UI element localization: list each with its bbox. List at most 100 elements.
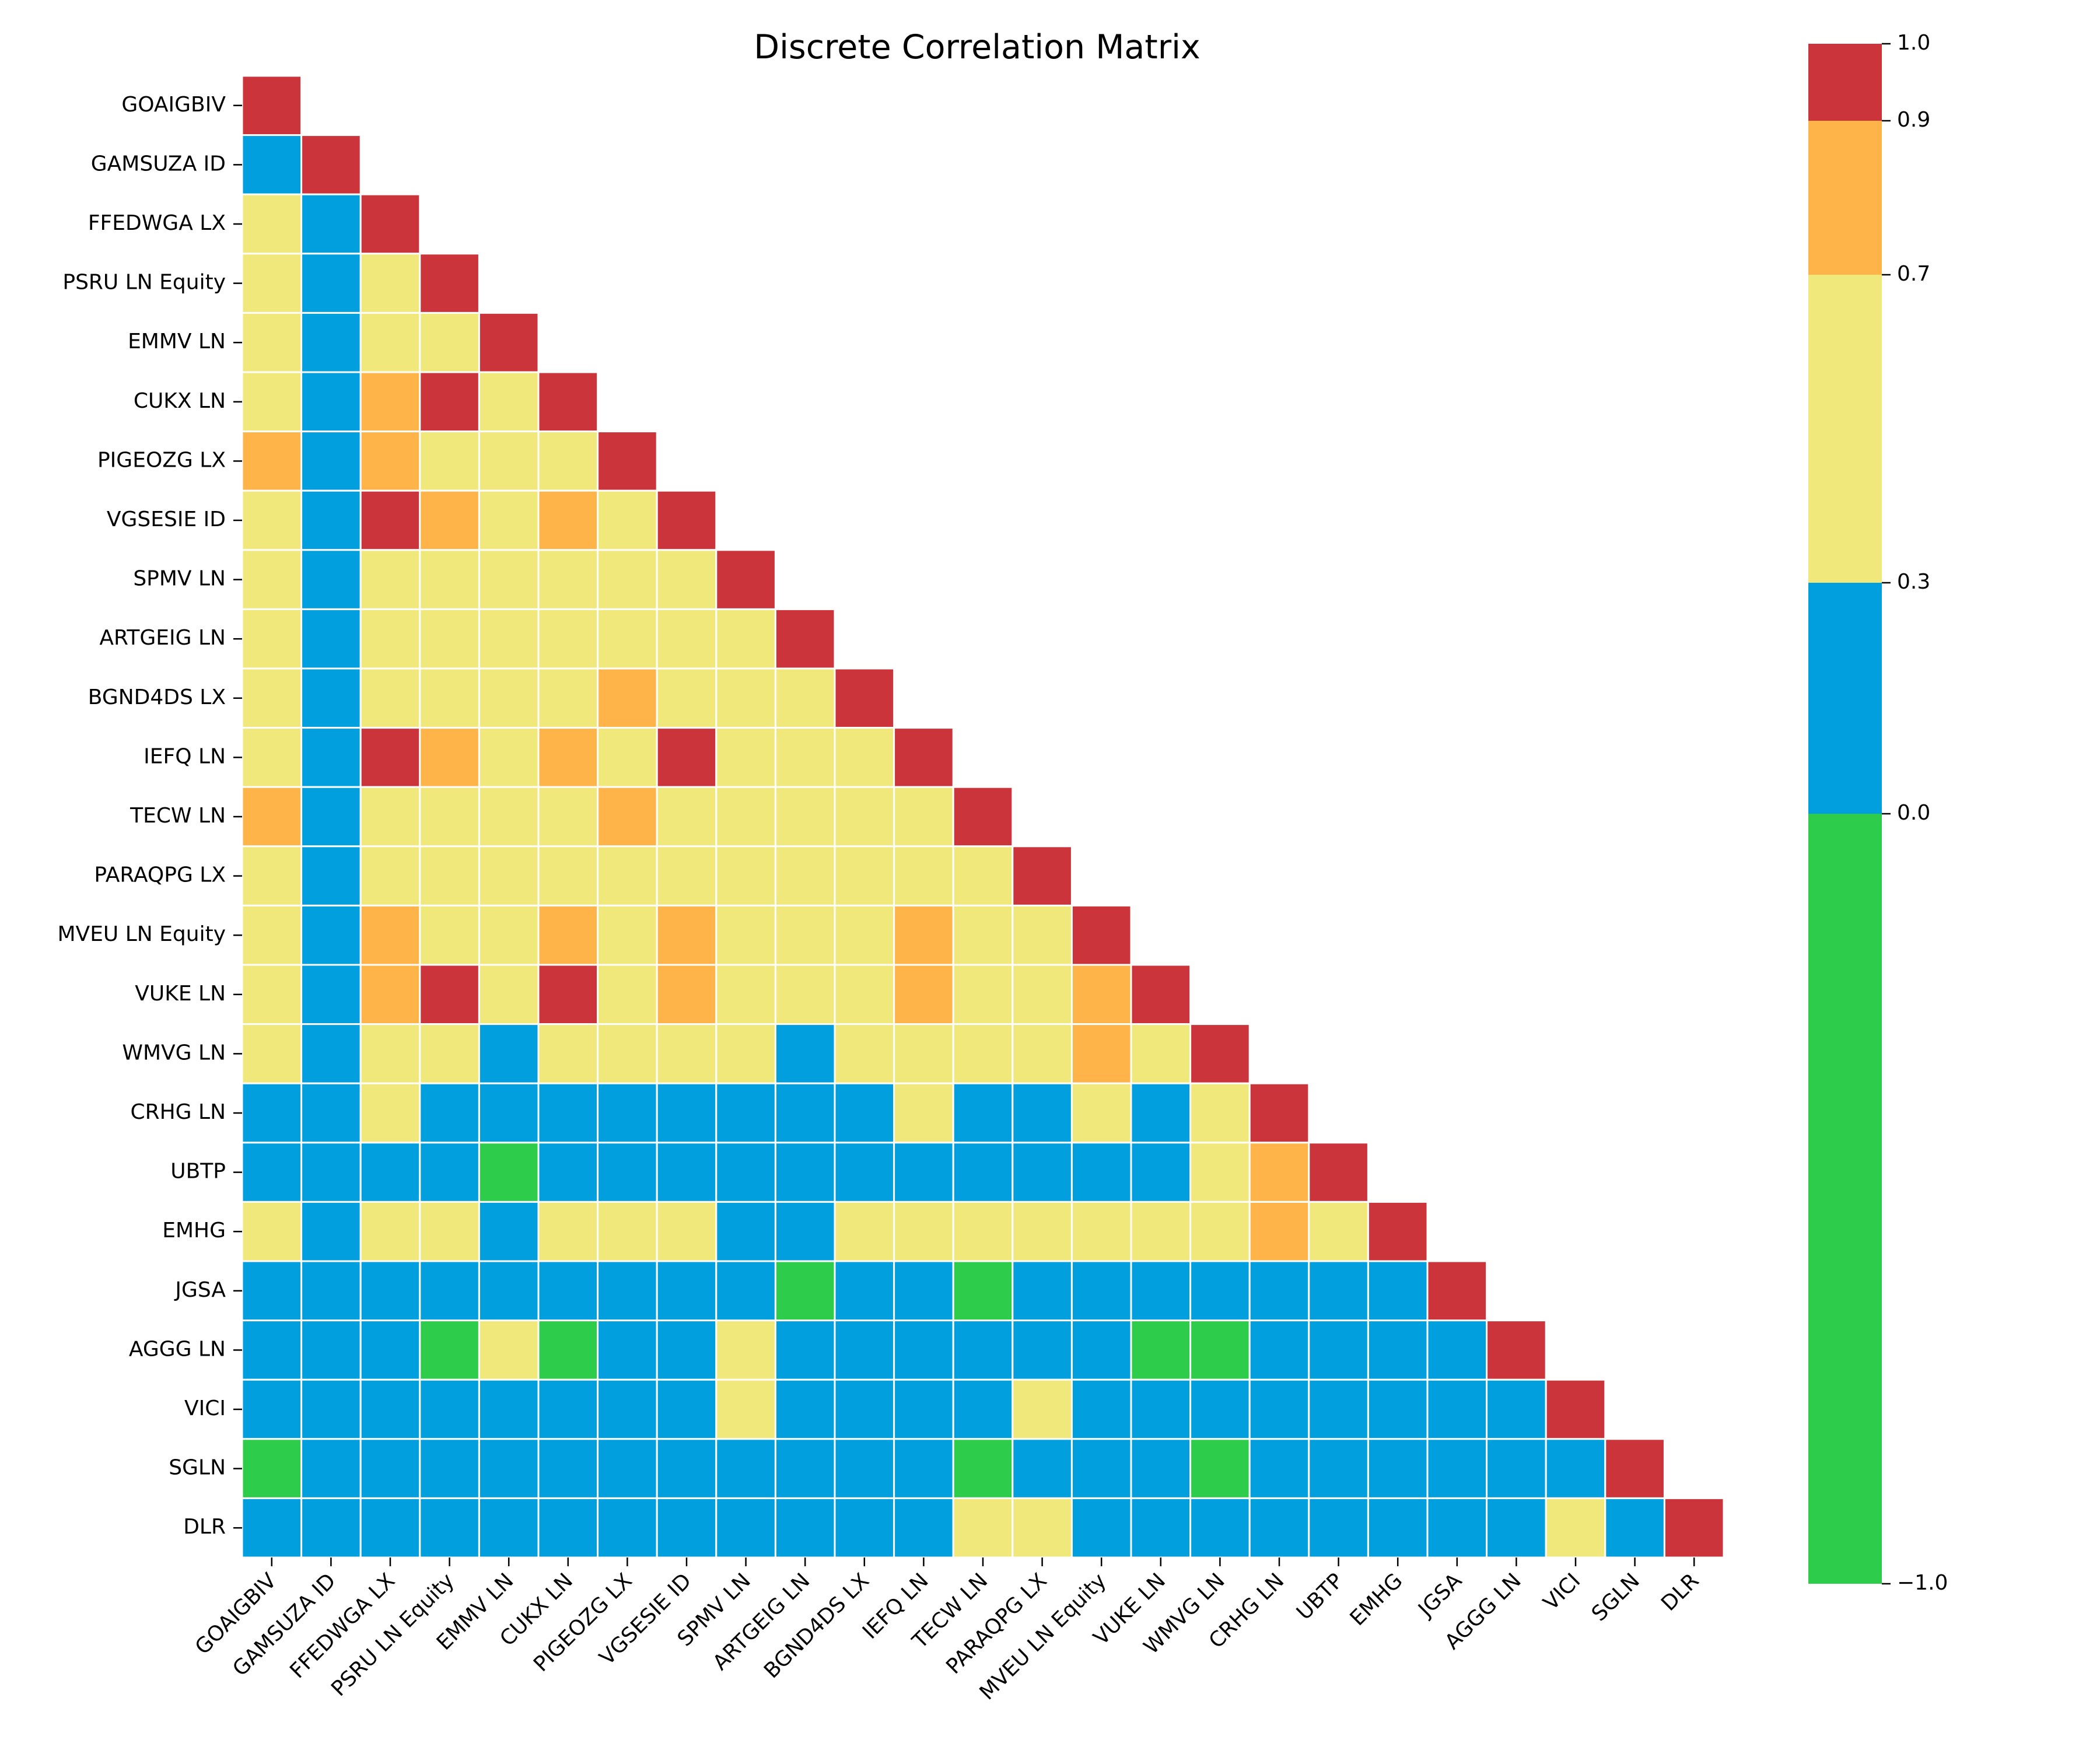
heatmap-cell xyxy=(715,1200,776,1262)
heatmap-cell xyxy=(1308,1142,1369,1203)
heatmap-cell xyxy=(241,1082,303,1144)
heatmap-cell xyxy=(893,1023,954,1084)
heatmap-cell xyxy=(774,1378,836,1440)
heatmap-cell xyxy=(656,608,718,670)
heatmap-cell xyxy=(300,1378,362,1440)
heatmap-cell xyxy=(952,904,1014,966)
heatmap-cell xyxy=(419,253,480,314)
heatmap-cell xyxy=(1189,1438,1251,1499)
heatmap-cell xyxy=(537,1438,599,1499)
heatmap-cell xyxy=(1367,1438,1429,1499)
heatmap-cell xyxy=(300,253,362,314)
heatmap-cell xyxy=(893,1142,954,1203)
heatmap-cell xyxy=(300,1023,362,1084)
heatmap-cell xyxy=(537,845,599,907)
heatmap-cell xyxy=(1248,1438,1310,1499)
heatmap-cell xyxy=(300,727,362,788)
y-tick-label: VICI xyxy=(184,1396,226,1420)
heatmap-cell xyxy=(1426,1260,1488,1322)
heatmap-cell xyxy=(537,1142,599,1203)
heatmap-cell xyxy=(1189,1142,1251,1203)
heatmap-cell xyxy=(478,1320,540,1381)
heatmap-cell xyxy=(715,1082,776,1144)
heatmap-cell xyxy=(1130,964,1192,1026)
x-tick-label: FFEDWGA LX xyxy=(285,1569,400,1683)
heatmap-cell xyxy=(1012,1200,1073,1262)
heatmap-cell xyxy=(359,253,421,314)
heatmap-cell xyxy=(537,608,599,670)
colorbar: −1.0 0.0 0.3 0.7 0.9 1.0 xyxy=(1808,31,1948,1595)
heatmap-cell xyxy=(478,608,540,670)
heatmap-cell xyxy=(419,727,480,788)
heatmap-cell xyxy=(1248,1200,1310,1262)
heatmap-cell xyxy=(893,1082,954,1144)
heatmap-cell xyxy=(1308,1260,1369,1322)
heatmap-cell xyxy=(1367,1200,1429,1262)
heatmap-cell xyxy=(419,312,480,373)
heatmap-cell xyxy=(359,845,421,907)
heatmap-cell xyxy=(1248,1497,1310,1559)
heatmap-cell xyxy=(715,1438,776,1499)
heatmap-cell xyxy=(1189,1023,1251,1084)
heatmap-cell xyxy=(1012,1023,1073,1084)
heatmap-cell xyxy=(834,1438,895,1499)
heatmap-cell xyxy=(300,964,362,1026)
heatmap-cell xyxy=(1130,1023,1192,1084)
heatmap-cell xyxy=(359,312,421,373)
heatmap-cell xyxy=(656,549,718,610)
heatmap-cell xyxy=(1189,1082,1251,1144)
y-tick-label: BGND4DS LX xyxy=(88,685,226,709)
heatmap-cell xyxy=(478,1200,540,1262)
heatmap-cell xyxy=(597,1023,658,1084)
heatmap-cell xyxy=(834,1023,895,1084)
colorbar-segment xyxy=(1808,814,1882,1584)
heatmap-cell xyxy=(300,904,362,966)
heatmap-cell xyxy=(241,845,303,907)
heatmap-cell xyxy=(656,845,718,907)
heatmap-cell xyxy=(656,1142,718,1203)
heatmap-cell xyxy=(774,727,836,788)
heatmap-cell xyxy=(478,1023,540,1084)
heatmap-cell xyxy=(834,786,895,848)
heatmap-cell xyxy=(834,904,895,966)
heatmap-cell xyxy=(656,1438,718,1499)
heatmap-cell xyxy=(834,1082,895,1144)
heatmap-cell xyxy=(537,1082,599,1144)
heatmap-cell xyxy=(300,1438,362,1499)
heatmap-cell xyxy=(241,964,303,1026)
heatmap-cell xyxy=(597,1438,658,1499)
heatmap-cell xyxy=(656,727,718,788)
x-tick-label: VICI xyxy=(1539,1569,1585,1615)
heatmap-cell xyxy=(419,964,480,1026)
heatmap-cell xyxy=(893,1497,954,1559)
heatmap-cell xyxy=(656,1320,718,1381)
heatmap-cell xyxy=(774,1023,836,1084)
heatmap-cell xyxy=(300,786,362,848)
x-tick-label: GAMSUZA ID xyxy=(228,1569,340,1681)
heatmap-cell xyxy=(478,489,540,551)
x-tick-label: SGLN xyxy=(1587,1569,1644,1626)
heatmap-cell xyxy=(359,964,421,1026)
heatmap-cell xyxy=(715,1260,776,1322)
heatmap-cell xyxy=(537,1320,599,1381)
heatmap-cell xyxy=(893,1438,954,1499)
heatmap-cell xyxy=(1070,1260,1132,1322)
y-tick-label: UBTP xyxy=(170,1160,226,1184)
heatmap-cell xyxy=(715,1497,776,1559)
heatmap-cell xyxy=(300,1200,362,1262)
heatmap-cell xyxy=(537,727,599,788)
heatmap-cell xyxy=(478,667,540,729)
heatmap-cell xyxy=(1367,1497,1429,1559)
heatmap-cell xyxy=(419,845,480,907)
heatmap-cell xyxy=(1070,1378,1132,1440)
heatmap-cell xyxy=(952,1497,1014,1559)
heatmap-cell xyxy=(359,904,421,966)
colorbar-tick-label: 0.0 xyxy=(1897,801,1930,825)
y-tick-label: CRHG LN xyxy=(130,1100,226,1124)
heatmap-cell xyxy=(715,1378,776,1440)
heatmap-cell xyxy=(952,1378,1014,1440)
heatmap-cell xyxy=(478,1497,540,1559)
heatmap-cell xyxy=(419,1320,480,1381)
heatmap-cell xyxy=(1070,1082,1132,1144)
